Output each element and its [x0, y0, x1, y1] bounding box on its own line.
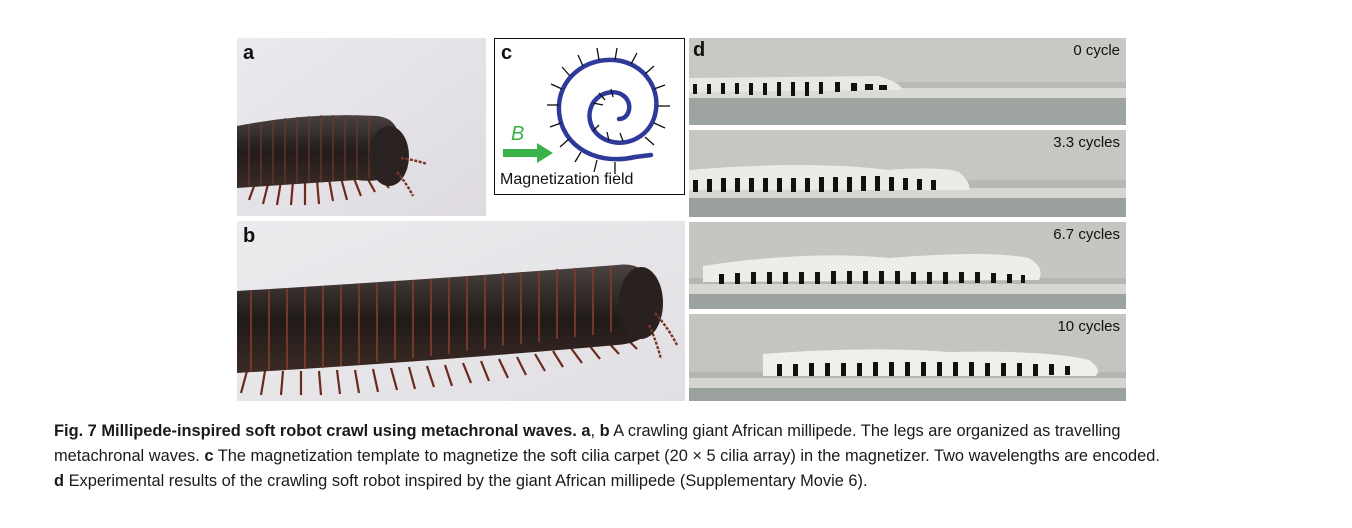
panel-c-magnetization-template: c B Magnetization field — [494, 38, 685, 195]
figure-label: Fig. 7 — [54, 422, 97, 440]
robot-frame-image — [689, 314, 1126, 401]
millipede-body-photo — [237, 221, 685, 401]
caption-text-ab-1: A crawling giant African millipede. The … — [613, 422, 1121, 440]
figure-title: Millipede-inspired soft robot crawl usin… — [101, 422, 577, 440]
robot-frame-10: 10 cycles — [689, 314, 1126, 401]
cycle-label: 10 cycles — [1057, 318, 1120, 335]
robot-frame-6-7: 6.7 cycles — [689, 222, 1126, 309]
panel-letter-d: d — [693, 39, 706, 61]
magnetization-field-label: Magnetization field — [500, 171, 634, 188]
panel-b-photo: b — [237, 221, 685, 401]
cycle-label: 3.3 cycles — [1053, 134, 1120, 151]
caption-text-c: The magnetization template to magnetize … — [217, 447, 1160, 465]
magnetic-field-symbol: B — [511, 123, 525, 145]
caption-text-ab-2: metachronal waves. — [54, 447, 200, 465]
panel-d-crawling-results: 0 cycle d 3.3 cycles — [689, 38, 1126, 401]
caption-line-1: Fig. 7 Millipede-inspired soft robot cra… — [54, 419, 1304, 444]
caption-separator: , — [590, 422, 596, 440]
caption-line-3: d Experimental results of the crawling s… — [54, 469, 1304, 494]
panel-letter-c: c — [501, 42, 513, 64]
panel-letter-a: a — [243, 42, 255, 64]
caption-ref-d: d — [54, 472, 65, 490]
magnetization-spiral-diagram — [547, 47, 670, 174]
cycle-label: 6.7 cycles — [1053, 226, 1120, 243]
field-arrow-icon — [503, 143, 553, 163]
caption-ref-b: b — [599, 422, 610, 440]
robot-frame-image — [689, 38, 1126, 125]
panel-letter-b: b — [243, 225, 256, 247]
robot-frame-0: 0 cycle d — [689, 38, 1126, 125]
millipede-head-photo — [237, 38, 486, 216]
robot-frame-image — [689, 222, 1126, 309]
caption-ref-c: c — [204, 447, 214, 465]
caption-ref-a: a — [581, 422, 591, 440]
caption-line-2: metachronal waves. c The magnetization t… — [54, 444, 1304, 469]
panel-a-photo: a — [237, 38, 486, 216]
robot-frame-3-3: 3.3 cycles — [689, 130, 1126, 217]
figure-caption: Fig. 7 Millipede-inspired soft robot cra… — [54, 419, 1304, 494]
caption-text-d: Experimental results of the crawling sof… — [68, 472, 868, 490]
robot-frame-image — [689, 130, 1126, 217]
cycle-label: 0 cycle — [1073, 42, 1120, 59]
